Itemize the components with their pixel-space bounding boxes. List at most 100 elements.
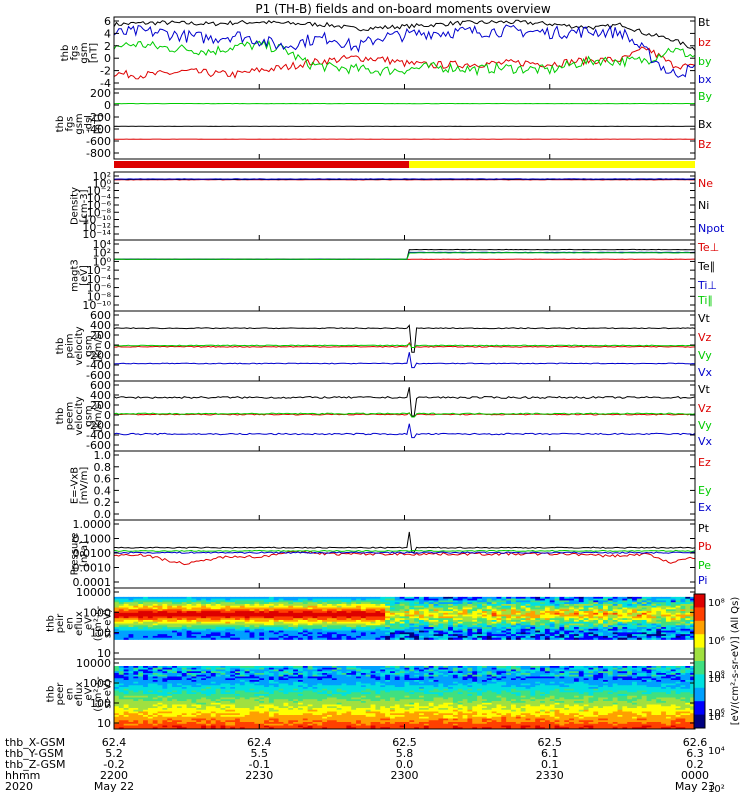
heatmap-cell	[685, 632, 691, 635]
heatmap-cell	[467, 621, 473, 624]
heatmap-cell	[675, 607, 681, 610]
heatmap-cell	[607, 630, 614, 633]
heatmap-cell	[690, 616, 696, 619]
heatmap-cell	[215, 713, 221, 716]
heatmap-cell	[196, 603, 202, 607]
heatmap-cell	[225, 621, 231, 624]
heatmap-cell	[336, 688, 342, 691]
heatmap-cell	[172, 694, 178, 697]
heatmap-cell	[230, 628, 236, 631]
heatmap-cell	[380, 621, 386, 624]
heatmap-cell	[123, 600, 129, 603]
heatmap-cell	[307, 678, 313, 681]
heatmap-cell	[573, 612, 580, 616]
heatmap-cell	[181, 685, 188, 688]
heatmap-cell	[327, 635, 333, 639]
heatmap-cell	[414, 623, 420, 626]
heatmap-cell	[404, 634, 410, 637]
heatmap-cell	[399, 621, 405, 624]
heatmap-cell	[220, 704, 226, 707]
heatmap-cell	[481, 596, 488, 600]
heatmap-cell	[583, 630, 589, 633]
heatmap-cell	[239, 634, 246, 637]
heatmap-cell	[128, 607, 134, 610]
heatmap-cell	[336, 676, 342, 679]
heatmap-cell	[559, 612, 565, 616]
heatmap-cell	[210, 609, 217, 612]
heatmap-cell	[297, 678, 304, 681]
heatmap-cell	[331, 598, 338, 601]
heatmap-cell	[472, 632, 478, 635]
heatmap-cell	[312, 683, 318, 686]
heatmap-cell	[661, 603, 667, 607]
heatmap-cell	[288, 708, 294, 711]
heatmap-cell	[341, 704, 347, 707]
heatmap-cell	[428, 611, 434, 614]
heatmap-cell	[428, 614, 434, 617]
heatmap-cell	[385, 625, 391, 628]
heatmap-cell	[167, 681, 173, 684]
heatmap-cell	[530, 621, 536, 624]
heatmap-cell	[268, 611, 275, 614]
heatmap-cell	[404, 605, 410, 608]
heatmap-cell	[646, 612, 652, 616]
heatmap-cell	[617, 600, 623, 603]
heatmap-cell	[327, 609, 333, 612]
heatmap-cell	[346, 694, 352, 697]
heatmap-cell	[312, 706, 318, 709]
y-axis-label-line: eflux	[74, 611, 85, 636]
heatmap-cell	[307, 706, 313, 709]
heatmap-cell	[554, 602, 560, 605]
heatmap-cell	[133, 616, 139, 619]
heatmap-cell	[114, 673, 120, 676]
heatmap-cell	[598, 623, 604, 626]
heatmap-cell	[268, 600, 275, 603]
heatmap-cell	[632, 603, 638, 607]
heatmap-cell	[670, 619, 677, 623]
heatmap-cell	[472, 611, 478, 614]
heatmap-cell	[477, 630, 483, 633]
heatmap-cell	[607, 628, 614, 631]
heatmap-cell	[443, 598, 449, 601]
heatmap-cell	[152, 713, 158, 716]
heatmap-cell	[486, 614, 493, 617]
heatmap-cell	[472, 634, 478, 637]
heatmap-cell	[540, 634, 546, 637]
heatmap-cell	[225, 715, 231, 718]
heatmap-cell	[225, 634, 231, 637]
heatmap-cell	[530, 612, 536, 616]
heatmap-cell	[525, 634, 531, 637]
heatmap-cell	[186, 704, 192, 707]
heatmap-cell	[220, 632, 226, 635]
heatmap-cell	[210, 635, 217, 639]
legend-entry: Npot	[698, 222, 725, 235]
heatmap-cell	[341, 625, 347, 628]
heatmap-cell	[133, 695, 139, 698]
y-axis-label-temp: magt3[eV]	[69, 259, 90, 292]
heatmap-cell	[215, 603, 221, 607]
heatmap-cell	[133, 678, 139, 681]
heatmap-cell	[327, 612, 333, 616]
heatmap-cell	[525, 603, 531, 607]
heatmap-cell	[389, 605, 396, 608]
heatmap-cell	[322, 687, 328, 690]
heatmap-cell	[172, 667, 178, 670]
heatmap-cell	[210, 619, 217, 623]
heatmap-cell	[288, 688, 294, 691]
heatmap-cell	[201, 685, 207, 688]
heatmap-cell	[544, 618, 551, 621]
heatmap-cell	[448, 619, 454, 623]
heatmap-cell	[636, 623, 643, 626]
heatmap-cell	[114, 666, 120, 669]
heatmap-cell	[176, 683, 183, 686]
heatmap-cell	[389, 630, 396, 633]
heatmap-cell	[259, 681, 265, 684]
heatmap-cell	[331, 619, 338, 623]
series-Vx	[113, 352, 696, 369]
heatmap-cell	[264, 709, 270, 712]
heatmap-cell	[603, 609, 609, 612]
heatmap-cell	[297, 709, 304, 712]
heatmap-cell	[603, 598, 609, 601]
heatmap-cell	[341, 681, 347, 684]
heatmap-cell	[283, 628, 289, 631]
